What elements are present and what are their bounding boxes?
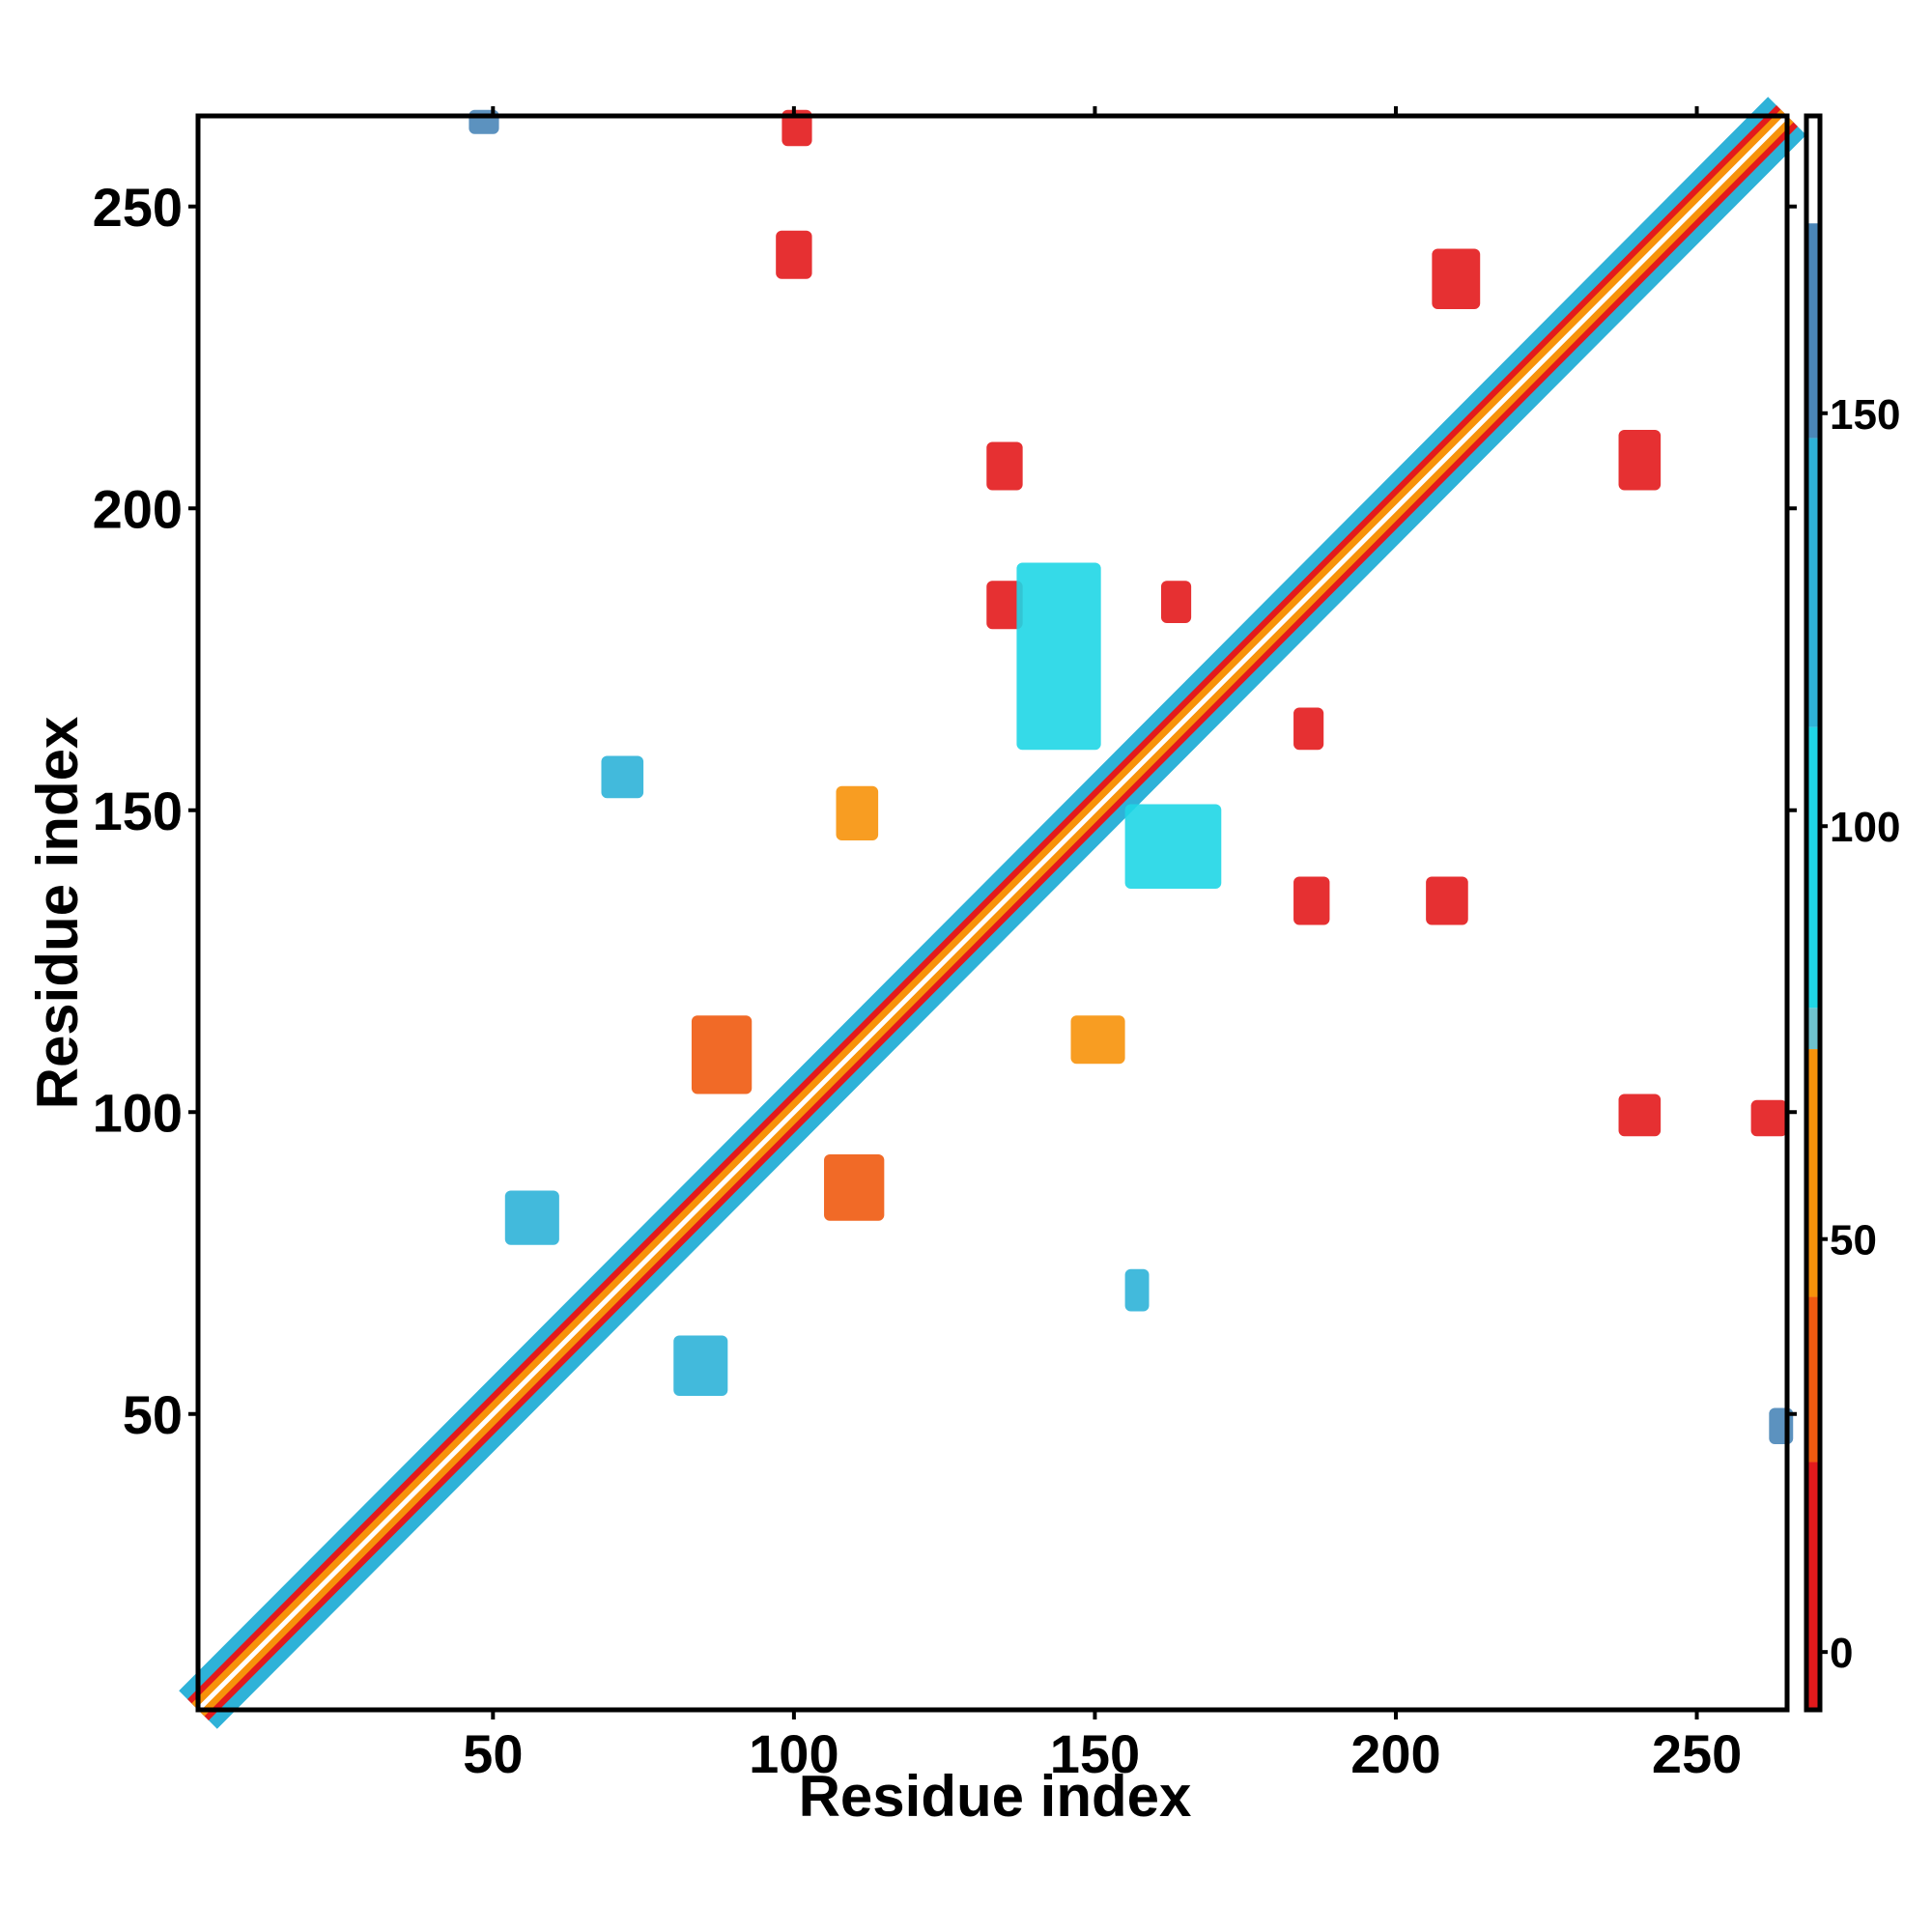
y-tick-label: 250 [93, 177, 183, 238]
colorbar-segment [1806, 223, 1820, 439]
contact-region [504, 1190, 559, 1245]
contact-region [1750, 1099, 1787, 1137]
colorbar-segment [1806, 1462, 1820, 1710]
y-tick-label: 50 [123, 1384, 183, 1445]
contact-region [836, 785, 879, 840]
x-axis-title: Residue index [799, 1764, 1192, 1829]
colorbar-segment [1806, 116, 1820, 224]
x-tick-label: 150 [1050, 1723, 1140, 1784]
x-tick-label: 50 [463, 1723, 523, 1784]
contact-region [1124, 804, 1222, 889]
contact-region [776, 230, 812, 279]
contact-region [1426, 876, 1468, 925]
colorbar-segment [1806, 1296, 1820, 1463]
x-tick-label: 200 [1350, 1723, 1440, 1784]
y-tick-label: 150 [93, 781, 183, 841]
contact-region [1160, 581, 1192, 623]
contact-region [824, 1154, 885, 1221]
y-tick-label: 200 [93, 478, 183, 539]
y-axis-title: Residue index [25, 717, 90, 1110]
colorbar: 0 50 100 150 [1806, 116, 1900, 1710]
contact-region [1432, 248, 1481, 309]
x-tick-label: 250 [1652, 1723, 1742, 1784]
contact-region [601, 755, 644, 799]
colorbar-tick-label: 100 [1830, 804, 1900, 851]
colorbar-segment [1806, 438, 1820, 727]
colorbar-tick-label: 0 [1830, 1630, 1853, 1677]
axis-ticks: 50 100 150 200 250 50 100 150 200 250 [93, 106, 1797, 1784]
contact-region [781, 109, 812, 147]
contact-region [1293, 707, 1324, 751]
contact-region [691, 1015, 753, 1094]
contact-region [1070, 1015, 1125, 1065]
contact-region [986, 441, 1023, 491]
y-tick-label: 100 [93, 1082, 183, 1143]
contact-region [1618, 1094, 1662, 1137]
colorbar-frame [1804, 113, 1823, 1713]
contact-region [1618, 430, 1662, 491]
plot-frame [195, 113, 1790, 1713]
heatmap-cells [179, 97, 1806, 1729]
contact-region [673, 1335, 728, 1396]
contact-region [1016, 562, 1101, 751]
contact-region [1124, 1268, 1150, 1312]
diagonal-center [196, 114, 1789, 1712]
contact-region [986, 581, 1023, 630]
colorbar-segment [1806, 1008, 1820, 1050]
colorbar-tick-label: 50 [1830, 1217, 1877, 1264]
colorbar-segment [1806, 726, 1820, 1009]
colorbar-tick-label: 150 [1830, 391, 1900, 439]
x-tick-label: 100 [749, 1723, 838, 1784]
colorbar-segment [1806, 1049, 1820, 1297]
contact-region [1293, 876, 1330, 925]
